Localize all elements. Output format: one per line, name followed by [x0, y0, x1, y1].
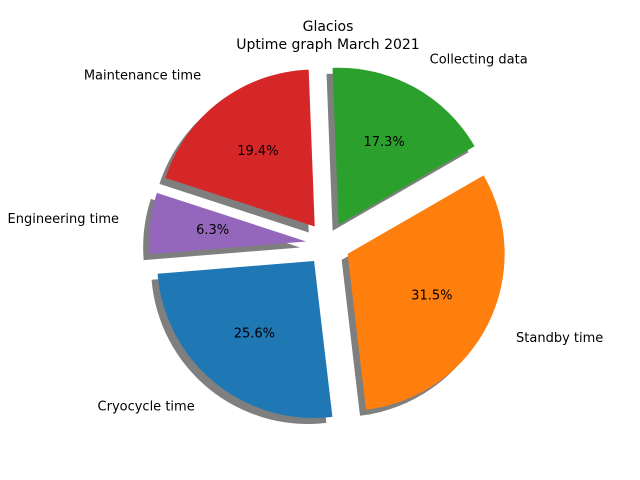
slice-maintenance-time	[165, 69, 315, 227]
chart-title: Glacios	[303, 19, 354, 35]
slice-percent-cryocycle-time: 25.6%	[234, 326, 275, 341]
slice-label-cryocycle-time: Cryocycle time	[98, 399, 195, 414]
slice-cryocycle-time	[157, 261, 333, 419]
slice-engineering-time	[149, 192, 307, 255]
slice-percent-collecting-data: 17.3%	[363, 135, 404, 150]
slice-labels: Collecting data 17.3% Maintenance time 19.4…	[8, 52, 604, 414]
slice-label-maintenance-time: Maintenance time	[84, 69, 201, 84]
slice-label-standby-time: Standby time	[516, 331, 603, 346]
slice-collecting-data	[332, 67, 475, 225]
slice-label-collecting-data: Collecting data	[430, 52, 528, 67]
chart-subtitle: Uptime graph March 2021	[236, 37, 419, 53]
slice-percent-standby-time: 31.5%	[411, 289, 452, 304]
slice-label-engineering-time: Engineering time	[8, 212, 120, 227]
slice-standby-time	[347, 175, 505, 410]
slice-percent-maintenance-time: 19.4%	[237, 144, 278, 159]
slice-percent-engineering-time: 6.3%	[196, 223, 229, 238]
pie-slices	[149, 67, 505, 419]
